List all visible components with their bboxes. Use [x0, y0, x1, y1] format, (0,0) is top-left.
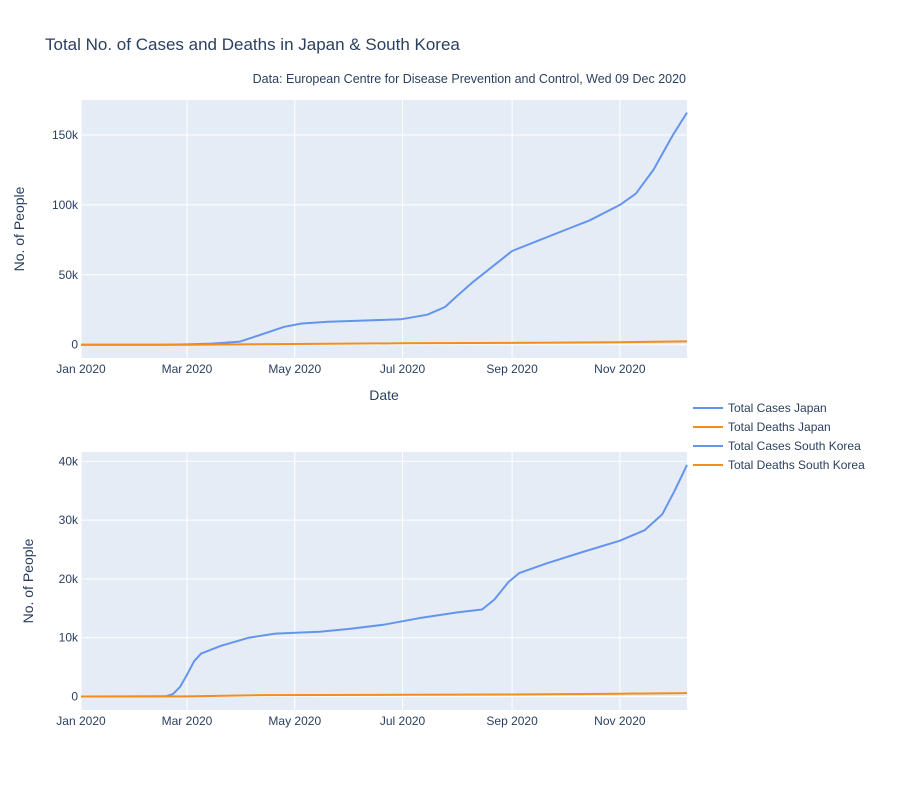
total-cases-japan-line[interactable] [81, 112, 688, 346]
bottom-x-tick-label: Jul 2020 [380, 714, 426, 728]
top-y-tick-label: 0 [71, 338, 78, 352]
legend-label: Total Cases South Korea [728, 439, 861, 453]
top-x-tick-label: Sep 2020 [486, 362, 538, 376]
legend-item[interactable]: Total Cases South Korea [693, 439, 861, 453]
bottom-x-tick-label: Jan 2020 [56, 714, 106, 728]
legend-item[interactable]: Total Deaths South Korea [693, 458, 865, 472]
total-deaths-south-korea-line[interactable] [80, 692, 688, 698]
bottom-plot-area[interactable] [81, 452, 687, 710]
bottom-x-tick-label: Sep 2020 [486, 714, 538, 728]
top-x-tick-label: Mar 2020 [162, 362, 213, 376]
top-x-axis-title: Date [369, 387, 399, 403]
top-plot-area[interactable] [81, 100, 687, 358]
bottom-y-tick-label: 0 [71, 689, 78, 703]
bottom-y-axis-title: No. of People [20, 538, 36, 623]
legend-item[interactable]: Total Cases Japan [693, 401, 827, 415]
legend-label: Total Deaths Japan [728, 420, 831, 434]
top-x-tick-label: May 2020 [268, 362, 321, 376]
legend-item[interactable]: Total Deaths Japan [693, 420, 831, 434]
top-y-axis-title: No. of People [11, 186, 27, 271]
bottom-y-tick-label: 10k [59, 631, 79, 645]
south-korea-subplot: Jan 2020 Mar 2020 May 2020 Jul 2020 Sep 2020… [20, 452, 688, 728]
bottom-x-tick-label: Nov 2020 [594, 714, 646, 728]
top-x-tick-label: Nov 2020 [594, 362, 646, 376]
top-y-tick-label: 100k [52, 198, 79, 212]
japan-subplot: Jan 2020 Mar 2020 May 2020 Jul 2020 Sep 2020… [11, 100, 688, 403]
top-y-tick-label: 150k [52, 128, 79, 142]
legend[interactable]: Total Cases Japan Total Deaths Japan Total… [693, 401, 865, 472]
bottom-x-tick-label: Mar 2020 [162, 714, 213, 728]
top-x-tick-label: Jan 2020 [56, 362, 106, 376]
legend-label: Total Cases Japan [728, 401, 827, 415]
bottom-x-tick-label: May 2020 [268, 714, 321, 728]
top-y-tick-label: 50k [59, 268, 79, 282]
bottom-y-tick-label: 20k [59, 572, 79, 586]
total-deaths-japan-line[interactable] [81, 340, 688, 346]
bottom-y-tick-label: 40k [59, 454, 79, 468]
legend-label: Total Deaths South Korea [728, 458, 865, 472]
total-cases-south-korea-line[interactable] [80, 464, 688, 698]
top-x-tick-label: Jul 2020 [380, 362, 426, 376]
bottom-y-tick-label: 30k [59, 513, 79, 527]
chart-subtitle: Data: European Centre for Disease Preven… [253, 72, 686, 86]
chart-title: Total No. of Cases and Deaths in Japan &… [45, 35, 460, 54]
